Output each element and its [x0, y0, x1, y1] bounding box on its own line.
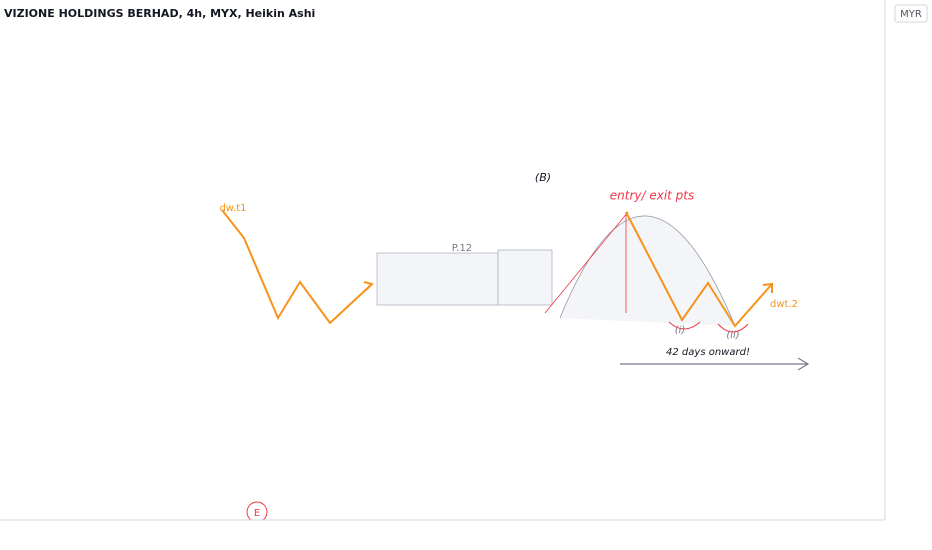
zigzag [221, 209, 373, 325]
currency-box[interactable] [894, 4, 928, 23]
currency: MYR [900, 9, 922, 20]
arrow-head [797, 357, 810, 371]
chart-title: VIZIONE HOLDINGS BERHAD, 4h, MYX, Heikin… [4, 7, 315, 20]
price-axis [885, 0, 932, 550]
annotation: 42 days onward! [666, 347, 750, 358]
arrow-head [363, 281, 374, 291]
annotation: (B) [535, 171, 551, 184]
fib-line [544, 211, 629, 314]
annotation: entry/ exit pts [610, 189, 695, 203]
wave-arc [668, 321, 749, 333]
annotation: P.12 [452, 243, 472, 254]
arc [559, 215, 736, 327]
event-label: E [254, 508, 260, 519]
range-box [376, 252, 499, 306]
annotation: (ii) [726, 330, 739, 341]
annotation: dwt.2 [770, 299, 798, 310]
annotation: (i) [675, 325, 686, 336]
arrow-head [762, 282, 773, 293]
range-box [497, 249, 553, 306]
zigzag [625, 211, 773, 328]
time-axis [0, 520, 885, 550]
annotation: dw.t1 [219, 203, 246, 214]
